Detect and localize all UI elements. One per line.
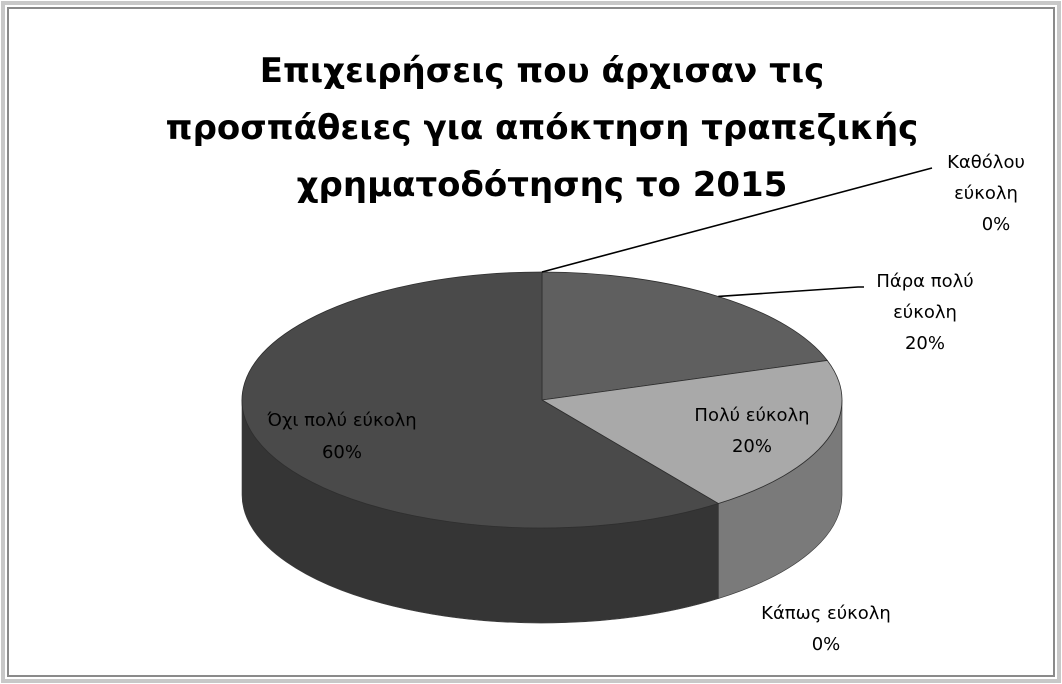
slice-label-name: Πολύ εύκολη [694,405,809,426]
slice-label-kapos-eukoli: Κάπως εύκολη 0% [761,603,891,655]
slice-label-percent: 0% [812,634,841,655]
slice-label-ochi-poly-eukoli: Όχι πολύ εύκολη 60% [266,410,416,463]
pie-slice-4 [241,271,720,529]
pie-slice-2 [540,360,843,504]
slice-label-name-line-1: Καθόλου [947,152,1025,173]
chart-title-line-3: χρηματοδότησης το 2015 [297,165,788,205]
slice-label-percent: 60% [322,442,362,463]
slice-label-percent: 20% [905,333,945,354]
slice-label-name: Όχι πολύ εύκολη [266,410,416,431]
chart-title-line-2: προσπάθειες για απόκτηση τραπεζικής [166,108,919,148]
slice-label-poly-eukoli: Πολύ εύκολη 20% [694,405,809,457]
slice-label-percent: 0% [982,214,1011,235]
slice-label-katholou-eukoli: Καθόλου εύκολη 0% [947,152,1025,235]
slice-label-percent: 20% [732,436,772,457]
chart-title-line-1: Επιχειρήσεις που άρχισαν τις [260,51,825,91]
leader-lines [541,167,933,298]
slice-label-name: Κάπως εύκολη [761,603,891,624]
slice-label-para-poly-eukoli: Πάρα πολύ εύκολη 20% [876,271,973,354]
slice-label-name-line-1: Πάρα πολύ [876,271,973,292]
slice-label-name-line-2: εύκολη [954,183,1018,204]
leader-line-katholou-eukoli [541,167,933,273]
chart-border-inner [7,7,1055,677]
leader-line-para-poly-eukoli [718,286,864,298]
pie-slice-1 [541,271,829,401]
slice-label-name-line-2: εύκολη [893,302,957,323]
pie-top-faces [241,271,843,529]
